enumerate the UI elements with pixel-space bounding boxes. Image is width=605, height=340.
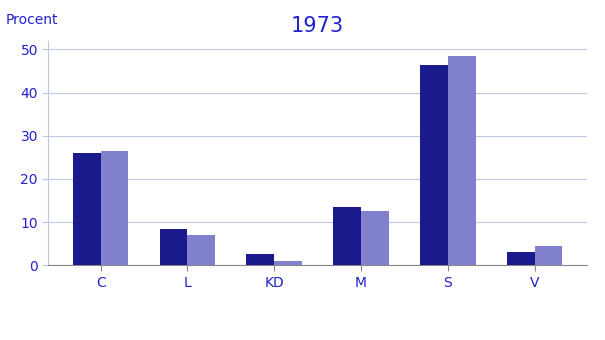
Bar: [420, 65, 448, 265]
Bar: [160, 228, 188, 265]
Bar: [361, 211, 389, 265]
Bar: [188, 235, 215, 265]
Bar: [274, 261, 302, 265]
Bar: [448, 56, 476, 265]
Legend: kvinnor, män: kvinnor, män: [247, 335, 388, 340]
Bar: [73, 153, 100, 265]
Bar: [535, 246, 563, 265]
Title: 1973: 1973: [291, 16, 344, 36]
Bar: [246, 254, 274, 265]
Text: Procent: Procent: [5, 13, 58, 27]
Bar: [333, 207, 361, 265]
Bar: [507, 252, 535, 265]
Bar: [100, 151, 128, 265]
